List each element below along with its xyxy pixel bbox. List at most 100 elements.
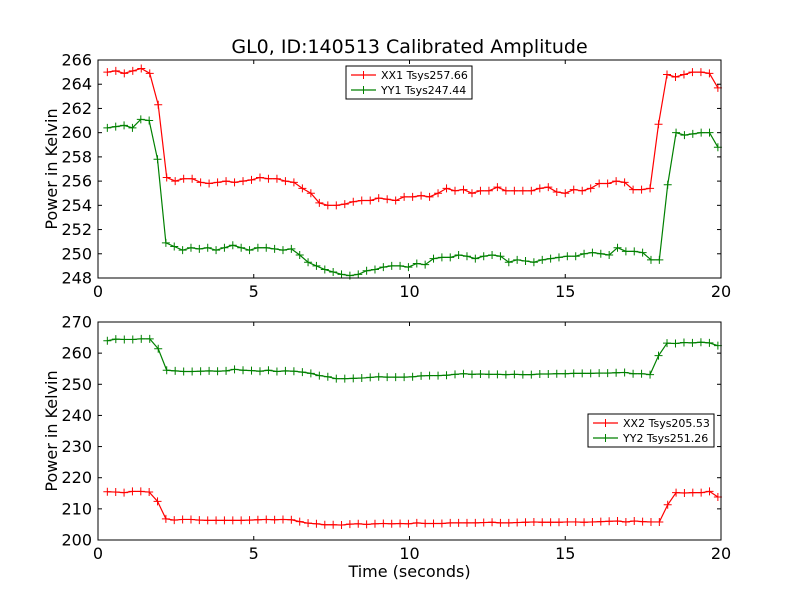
data-point — [554, 253, 563, 262]
data-point — [580, 518, 589, 527]
data-point — [680, 488, 689, 497]
data-point — [630, 247, 639, 256]
data-point — [621, 517, 630, 526]
x-tick-label: 15 — [555, 544, 575, 563]
data-point — [518, 186, 527, 195]
data-point — [400, 373, 409, 382]
data-point — [120, 69, 129, 78]
data-point — [578, 369, 587, 378]
data-point — [196, 367, 205, 376]
data-point — [103, 123, 112, 132]
data-point — [578, 186, 587, 195]
data-point — [349, 374, 358, 383]
data-point — [630, 517, 639, 525]
data-point — [596, 517, 605, 526]
data-point — [442, 371, 451, 380]
data-point — [679, 70, 688, 79]
data-point — [362, 266, 371, 275]
data-point — [195, 516, 204, 525]
data-point — [672, 488, 681, 497]
data-point — [111, 122, 120, 131]
y-tick-label: 264 — [61, 75, 92, 94]
x-tick-label: 20 — [711, 282, 731, 301]
data-point — [513, 255, 522, 264]
data-point — [688, 338, 697, 347]
data-point — [332, 374, 341, 383]
data-point — [383, 373, 392, 382]
data-point — [396, 519, 405, 528]
x-axis-label: Time (seconds) — [347, 562, 470, 581]
data-point — [705, 338, 714, 347]
data-point — [663, 70, 672, 79]
data-point — [425, 192, 434, 201]
data-point — [546, 254, 555, 263]
data-point — [320, 520, 329, 529]
series-2-1 — [103, 487, 722, 530]
data-point — [688, 129, 697, 138]
chart-panel-1: 0 5 10 15 20 248 250 252 254 256 258 260 262 264 266 Po… — [42, 36, 731, 301]
data-point — [354, 519, 363, 528]
data-point — [315, 198, 324, 207]
y-tick-label: 200 — [61, 531, 92, 550]
data-point — [213, 178, 222, 187]
data-point — [554, 518, 563, 527]
data-point — [253, 243, 262, 252]
data-point — [145, 334, 154, 343]
data-point — [620, 368, 629, 377]
data-point — [387, 261, 396, 270]
data-point — [137, 334, 146, 343]
y-tick-label: 258 — [61, 147, 92, 166]
y-tick-label: 262 — [61, 99, 92, 118]
data-point — [281, 177, 290, 186]
data-point — [513, 518, 522, 527]
data-point — [128, 123, 137, 132]
data-point — [613, 517, 622, 525]
data-point — [535, 184, 544, 193]
data-point — [230, 178, 239, 187]
data-point — [278, 515, 287, 524]
data-point — [451, 370, 460, 379]
data-point — [467, 189, 476, 198]
y-axis-label: Power in Kelvin — [42, 108, 61, 229]
data-point — [646, 255, 655, 264]
data-point — [145, 488, 154, 497]
data-point — [679, 338, 688, 347]
data-point — [479, 518, 488, 527]
data-point — [154, 344, 163, 353]
data-point — [429, 254, 438, 263]
data-point — [571, 252, 580, 261]
data-point — [245, 246, 254, 255]
y-axis-label: Power in Kelvin — [42, 370, 61, 491]
data-point — [136, 487, 145, 496]
y-tick-label: 260 — [61, 344, 92, 363]
data-point — [586, 184, 595, 193]
data-point — [571, 517, 580, 526]
data-point — [272, 367, 281, 376]
y-tick-label: 270 — [61, 313, 92, 332]
data-point — [281, 366, 290, 375]
data-point — [476, 370, 485, 379]
data-point — [391, 373, 400, 382]
y-tick-label: 220 — [61, 468, 92, 487]
data-point — [287, 515, 296, 524]
data-point — [329, 267, 338, 276]
data-point — [145, 116, 154, 125]
data-point — [471, 518, 480, 527]
data-point — [323, 372, 332, 381]
data-point — [603, 369, 612, 378]
data-point — [484, 370, 493, 379]
data-point — [391, 196, 400, 205]
data-point — [663, 339, 672, 348]
data-point — [374, 372, 383, 381]
legend-label: YY1 Tsys247.44 — [380, 84, 466, 97]
y-tick-label: 248 — [61, 269, 92, 288]
data-point — [586, 369, 595, 378]
legend-box — [345, 65, 473, 100]
data-point — [569, 185, 578, 194]
chart-title: GL0, ID:140513 Calibrated Amplitude — [231, 36, 587, 58]
data-point — [680, 131, 689, 140]
y-tick-label: 210 — [61, 499, 92, 518]
legend: XX2 Tsys205.53 YY2 Tsys251.26 — [587, 413, 715, 448]
legend-label: YY2 Tsys251.26 — [622, 432, 708, 445]
data-point — [588, 248, 597, 257]
